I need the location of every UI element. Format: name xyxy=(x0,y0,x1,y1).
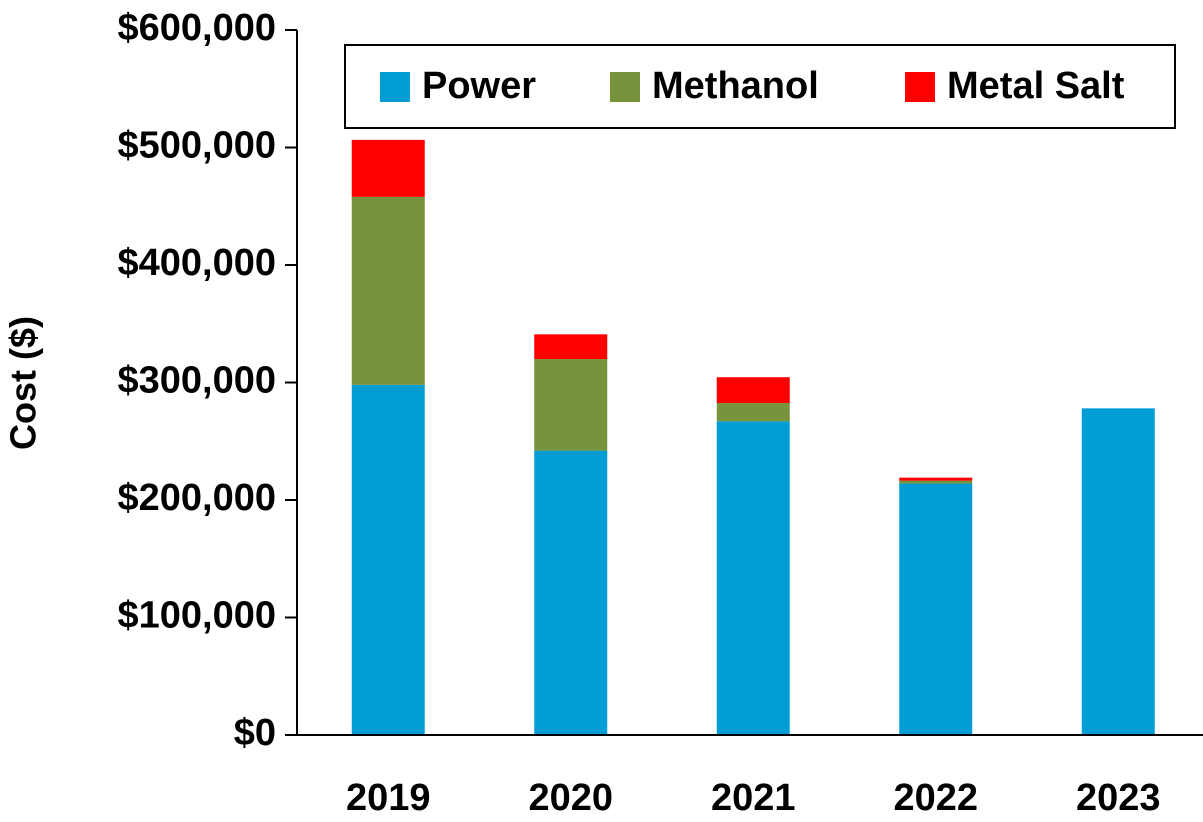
x-tick-label: 2020 xyxy=(528,777,613,819)
x-tick-label: 2021 xyxy=(711,777,796,819)
y-tick-label: $200,000 xyxy=(118,477,277,519)
bar-segment xyxy=(716,421,790,735)
legend-box xyxy=(344,44,1176,129)
bar-segment xyxy=(351,384,425,735)
bars xyxy=(351,139,1155,735)
bar-segment xyxy=(351,139,425,197)
legend-label: Methanol xyxy=(652,65,819,107)
legend-swatch xyxy=(905,72,935,102)
y-tick-label: $300,000 xyxy=(118,360,277,402)
x-tick-label: 2022 xyxy=(893,777,978,819)
bar-segment xyxy=(899,480,973,484)
y-tick-label: $500,000 xyxy=(118,125,277,167)
legend-label: Power xyxy=(422,65,536,107)
y-axis-label: Cost ($) xyxy=(3,316,44,450)
bar-segment xyxy=(899,477,973,481)
bar-segment xyxy=(534,450,608,735)
y-tick-label: $600,000 xyxy=(118,7,277,49)
legend-label: Metal Salt xyxy=(947,65,1125,107)
bar-segment xyxy=(351,196,425,385)
bar-segment xyxy=(534,359,608,451)
bar-segment xyxy=(534,334,608,359)
legend: Power Methanol Metal Salt xyxy=(344,44,1176,129)
legend-swatch xyxy=(610,72,640,102)
legend-swatch xyxy=(380,72,410,102)
bar-segment xyxy=(716,403,790,422)
y-tick-label: $0 xyxy=(234,712,276,754)
bar-segment xyxy=(1081,408,1155,735)
bar-segment xyxy=(716,377,790,404)
x-tick-label: 2019 xyxy=(346,777,431,819)
y-tick-label: $100,000 xyxy=(118,595,277,637)
y-tick-label: $400,000 xyxy=(118,242,277,284)
bar-segment xyxy=(899,483,973,735)
x-tick-label: 2023 xyxy=(1076,777,1161,819)
